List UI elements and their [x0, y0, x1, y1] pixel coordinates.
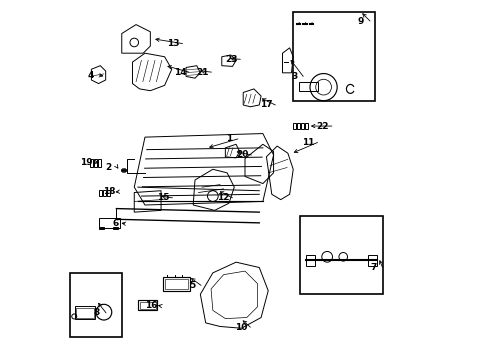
Bar	[98, 217, 120, 228]
Bar	[293, 12, 375, 102]
Text: 10: 10	[235, 323, 247, 332]
Bar	[98, 158, 101, 167]
Bar	[70, 273, 122, 337]
Bar	[107, 190, 110, 196]
Text: 5: 5	[189, 281, 195, 290]
Text: 17: 17	[260, 100, 273, 109]
Bar	[163, 277, 190, 291]
Bar	[305, 123, 308, 129]
Bar	[368, 255, 377, 266]
Text: 18: 18	[103, 187, 116, 196]
Bar	[140, 302, 156, 309]
Text: 19: 19	[80, 158, 92, 167]
Bar	[103, 190, 106, 196]
Bar	[98, 190, 102, 196]
Text: 23: 23	[225, 55, 238, 64]
Text: 3: 3	[291, 72, 297, 81]
Text: 13: 13	[167, 39, 180, 48]
Bar	[297, 123, 300, 129]
Text: 8: 8	[94, 309, 100, 318]
Text: 22: 22	[317, 122, 329, 131]
Bar	[98, 227, 104, 229]
Text: 21: 21	[196, 68, 209, 77]
Text: 4: 4	[88, 71, 94, 80]
Bar	[75, 306, 95, 319]
Text: 1: 1	[226, 134, 232, 143]
Text: 12: 12	[218, 193, 230, 202]
Bar	[138, 300, 157, 310]
Bar	[165, 279, 188, 289]
Bar	[300, 216, 383, 294]
Bar	[113, 227, 118, 229]
Text: 2: 2	[105, 163, 112, 172]
Text: 20: 20	[236, 150, 249, 159]
Bar	[293, 123, 296, 129]
Bar	[90, 158, 93, 167]
Bar	[298, 82, 318, 91]
Text: 11: 11	[302, 138, 315, 147]
Bar	[94, 158, 97, 167]
Text: 7: 7	[370, 263, 377, 272]
Text: 15: 15	[157, 193, 170, 202]
Text: 14: 14	[173, 68, 186, 77]
Text: 6: 6	[113, 219, 119, 228]
Text: 9: 9	[358, 17, 364, 26]
Bar	[76, 307, 94, 318]
Bar	[306, 255, 315, 266]
Text: 16: 16	[145, 301, 157, 310]
Bar	[301, 123, 304, 129]
